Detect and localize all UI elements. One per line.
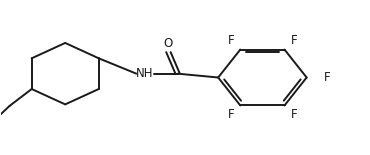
Text: NH: NH bbox=[136, 67, 153, 80]
Text: O: O bbox=[164, 37, 173, 50]
Text: F: F bbox=[228, 108, 234, 121]
Text: F: F bbox=[290, 108, 297, 121]
Text: F: F bbox=[290, 34, 297, 47]
Text: F: F bbox=[324, 71, 330, 84]
Text: F: F bbox=[228, 34, 234, 47]
